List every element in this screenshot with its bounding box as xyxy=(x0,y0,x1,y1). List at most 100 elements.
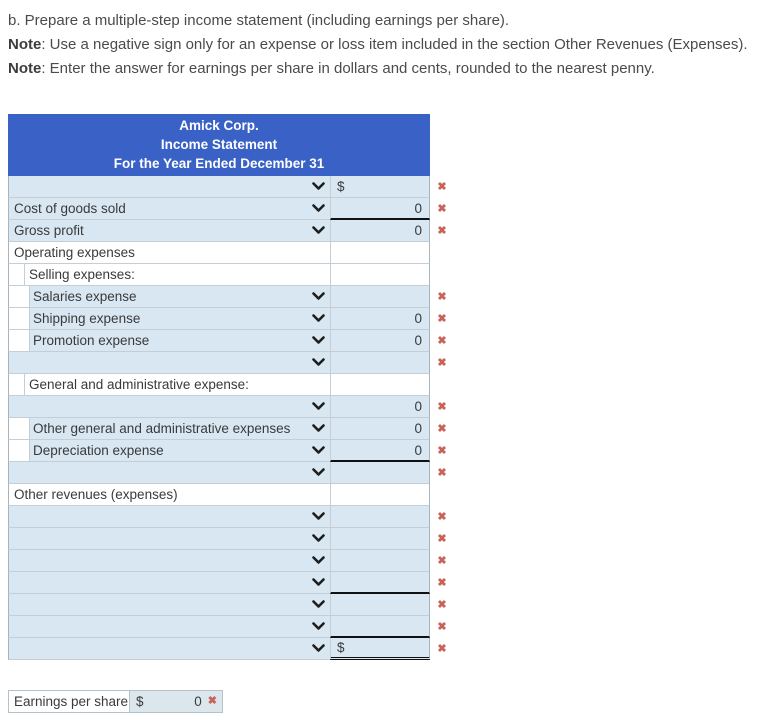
line-item-dropdown[interactable] xyxy=(8,176,330,198)
x-mark-icon: ✖ xyxy=(207,695,217,707)
line-item-dropdown[interactable] xyxy=(8,506,330,528)
statement-row: ✖ xyxy=(8,352,454,374)
amount-input-cell[interactable]: 0 xyxy=(330,198,430,220)
line-item-dropdown[interactable] xyxy=(8,572,330,594)
chevron-down-icon xyxy=(312,644,325,653)
amount-input-cell[interactable]: $ xyxy=(330,176,430,198)
line-item-dropdown[interactable]: Shipping expense xyxy=(8,308,330,330)
statement-row: Operating expenses xyxy=(8,242,454,264)
line-item-dropdown[interactable]: Salaries expense xyxy=(8,286,330,308)
amount-input-cell[interactable]: $ xyxy=(330,638,430,660)
statement-row: Shipping expense 0 ✖ xyxy=(8,308,454,330)
instruction-line: b. Prepare a multiple-step income statem… xyxy=(8,9,783,33)
statement-row: ✖ xyxy=(8,616,454,638)
line-item-dropdown[interactable]: Depreciation expense xyxy=(8,440,330,462)
amount-value: 0 xyxy=(414,311,422,326)
statement-row: Selling expenses: xyxy=(8,264,454,286)
amount-value: 0 xyxy=(414,223,422,238)
amount-input-cell[interactable] xyxy=(330,462,430,484)
amount-input-cell[interactable]: 0 xyxy=(330,308,430,330)
line-item-label: Depreciation expense xyxy=(33,443,164,458)
x-mark-icon: ✖ xyxy=(437,180,447,193)
earnings-per-share-box: Earnings per share $ 0 ✖ xyxy=(8,690,783,713)
error-marker-cell: ✖ xyxy=(430,198,454,220)
line-item-dropdown[interactable] xyxy=(8,462,330,484)
line-item-label: Gross profit xyxy=(14,223,84,238)
line-item-dropdown[interactable] xyxy=(8,550,330,572)
eps-label: Earnings per share xyxy=(14,694,129,709)
amount-input-cell[interactable]: 0 xyxy=(330,220,430,242)
error-marker-cell: ✖ xyxy=(430,572,454,594)
amount-input-cell[interactable] xyxy=(330,594,430,616)
error-marker-cell: ✖ xyxy=(430,594,454,616)
amount-input-cell[interactable] xyxy=(330,352,430,374)
chevron-down-icon xyxy=(312,600,325,609)
statement-row: ✖ xyxy=(8,594,454,616)
amount-input-cell[interactable] xyxy=(330,572,430,594)
x-mark-icon: ✖ xyxy=(437,422,447,435)
error-marker-cell xyxy=(430,242,454,264)
line-item-dropdown[interactable] xyxy=(8,638,330,660)
note-text: : Use a negative sign only for an expens… xyxy=(41,36,748,53)
chevron-down-icon xyxy=(312,622,325,631)
amount-static-cell xyxy=(330,374,430,396)
line-item-dropdown[interactable] xyxy=(8,396,330,418)
line-item-dropdown[interactable]: Other general and administrative expense… xyxy=(8,418,330,440)
chevron-down-icon xyxy=(312,292,325,301)
amount-input-cell[interactable]: 0 xyxy=(330,396,430,418)
eps-value-input-cell[interactable]: $ 0 ✖ xyxy=(130,690,223,713)
line-item-dropdown[interactable] xyxy=(8,594,330,616)
amount-input-cell[interactable] xyxy=(330,616,430,638)
line-item-label: Promotion expense xyxy=(33,333,150,348)
line-item-label: Selling expenses: xyxy=(29,267,135,282)
error-marker-cell xyxy=(430,374,454,396)
x-mark-icon: ✖ xyxy=(437,224,447,237)
statement-row: Cost of goods sold 0 ✖ xyxy=(8,198,454,220)
amount-input-cell[interactable]: 0 xyxy=(330,418,430,440)
line-item-dropdown[interactable]: Promotion expense xyxy=(8,330,330,352)
eps-label-cell: Earnings per share xyxy=(8,690,130,713)
line-item-label: Other revenues (expenses) xyxy=(14,487,178,502)
error-marker-cell xyxy=(430,264,454,286)
error-marker-cell xyxy=(430,484,454,506)
x-mark-icon: ✖ xyxy=(437,554,447,567)
amount-input-cell[interactable] xyxy=(330,286,430,308)
chevron-down-icon xyxy=(312,556,325,565)
error-marker-cell: ✖ xyxy=(430,220,454,242)
amount-input-cell[interactable] xyxy=(330,528,430,550)
line-item-dropdown[interactable] xyxy=(8,528,330,550)
x-mark-icon: ✖ xyxy=(437,620,447,633)
note-label: Note xyxy=(8,60,42,77)
indent-cell xyxy=(9,330,30,351)
chevron-down-icon xyxy=(312,578,325,587)
statement-header: Amick Corp. Income Statement For the Yea… xyxy=(8,114,430,176)
note-label: Note xyxy=(8,36,42,53)
amount-value: 0 xyxy=(414,399,422,414)
error-marker-cell: ✖ xyxy=(430,396,454,418)
chevron-down-icon xyxy=(312,358,325,367)
x-mark-icon: ✖ xyxy=(437,466,447,479)
x-mark-icon: ✖ xyxy=(437,334,447,347)
line-item-dropdown[interactable]: Gross profit xyxy=(8,220,330,242)
statement-row: Other general and administrative expense… xyxy=(8,418,454,440)
amount-input-cell[interactable]: 0 xyxy=(330,440,430,462)
statement-period: For the Year Ended December 31 xyxy=(113,156,325,171)
instructions-block: b. Prepare a multiple-step income statem… xyxy=(8,9,783,81)
line-item-dropdown[interactable] xyxy=(8,352,330,374)
line-item-label: General and administrative expense: xyxy=(29,377,249,392)
x-mark-icon: ✖ xyxy=(437,510,447,523)
amount-input-cell[interactable]: 0 xyxy=(330,330,430,352)
amount-input-cell[interactable] xyxy=(330,506,430,528)
indent-cell xyxy=(9,264,25,285)
amount-input-cell[interactable] xyxy=(330,550,430,572)
error-marker-cell: ✖ xyxy=(430,352,454,374)
line-item-dropdown[interactable] xyxy=(8,616,330,638)
line-item-dropdown[interactable]: Cost of goods sold xyxy=(8,198,330,220)
chevron-down-icon xyxy=(312,534,325,543)
line-item-label: Other general and administrative expense… xyxy=(33,421,291,436)
error-marker-cell: ✖ xyxy=(430,528,454,550)
chevron-down-icon xyxy=(312,182,325,191)
x-mark-icon: ✖ xyxy=(437,290,447,303)
statement-row: Depreciation expense 0 ✖ xyxy=(8,440,454,462)
line-item-label: Operating expenses xyxy=(14,245,135,260)
